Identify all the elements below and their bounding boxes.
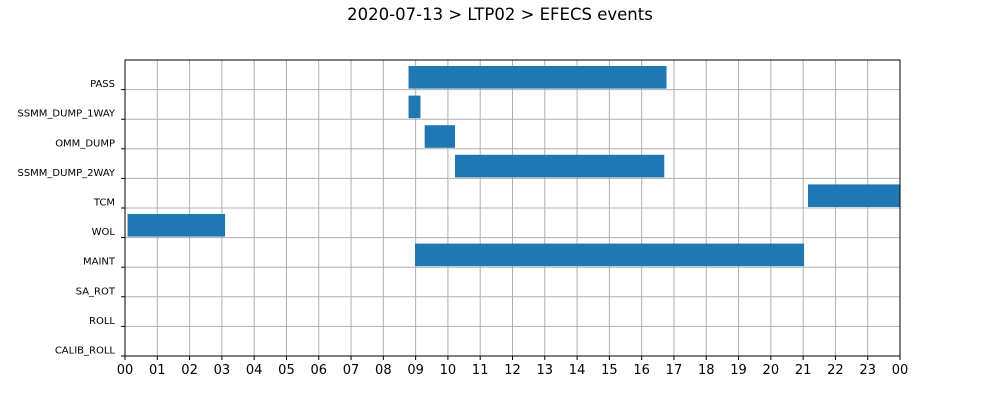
x-tick-label: 05: [278, 363, 295, 378]
grid-lines: [124, 60, 901, 357]
x-tick-label: 02: [181, 363, 198, 378]
y-tick-label: SSMM_DUMP_1WAY: [17, 109, 115, 120]
y-tick-label: OMM_DUMP: [55, 138, 115, 149]
event-bar-omm-dump: [424, 125, 456, 148]
x-tick-label: 12: [504, 363, 521, 378]
event-bar-ssmm-dump-2way: [455, 154, 665, 178]
event-bar-ssmm-dump-1way: [408, 95, 421, 119]
x-tick-label: 21: [795, 363, 812, 378]
x-tick-label: 04: [246, 363, 263, 378]
x-tick-label: 19: [730, 363, 747, 378]
x-tick-label: 07: [343, 363, 360, 378]
y-tick-label: SSMM_DUMP_2WAY: [17, 168, 115, 179]
event-bars: [127, 66, 900, 267]
y-tick-label: PASS: [90, 79, 115, 90]
event-bar-wol: [127, 214, 226, 237]
x-tick-label: 15: [601, 363, 618, 378]
y-tick-label: TCM: [93, 198, 115, 209]
event-bar-tcm: [807, 184, 900, 207]
x-tick-label: 03: [214, 363, 231, 378]
x-tick-label: 20: [763, 363, 780, 378]
plot-frame: [124, 59, 901, 357]
x-tick-label: 17: [666, 363, 683, 378]
x-tick-label: 23: [859, 363, 876, 378]
x-tick-label: 00: [892, 363, 909, 378]
x-tick-label: 13: [537, 363, 554, 378]
y-tick-label: WOL: [92, 227, 116, 238]
event-bar-pass: [408, 66, 667, 89]
x-tick-label: 09: [407, 363, 424, 378]
x-tick-label: 10: [440, 363, 457, 378]
x-tick-label: 01: [149, 363, 166, 378]
y-tick-label: ROLL: [89, 316, 115, 327]
x-tick-label: 06: [310, 363, 327, 378]
y-tick-label: CALIB_ROLL: [55, 346, 116, 357]
x-tick-label: 14: [569, 363, 586, 378]
axes: 00 01 02 03 04 05 06 07 08 09 10 11 12 13 14 15 16 17 18 19…: [17, 79, 908, 378]
x-tick-label: 16: [633, 363, 650, 378]
y-tick-label: MAINT: [83, 257, 116, 268]
chart-title: 2020-07-13 > LTP02 > EFECS events: [347, 5, 653, 24]
x-tick-label: 22: [827, 363, 844, 378]
x-tick-label: 08: [375, 363, 392, 378]
x-tick-label: 11: [472, 363, 489, 378]
event-bar-maint: [414, 243, 805, 267]
x-tick-label: 00: [117, 363, 134, 378]
x-tick-label: 18: [698, 363, 715, 378]
y-tick-label: SA_ROT: [76, 286, 116, 297]
